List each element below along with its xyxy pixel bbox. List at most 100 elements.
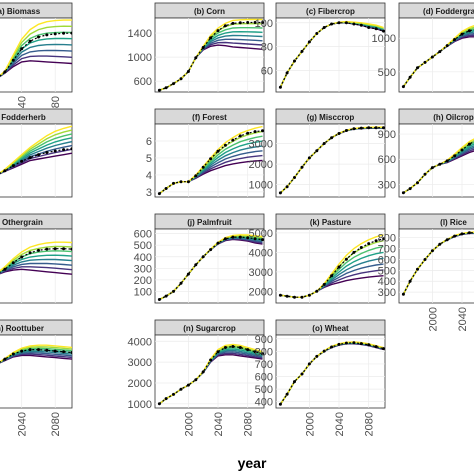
reference-point — [216, 149, 220, 153]
reference-point — [382, 29, 385, 33]
reference-point — [293, 380, 296, 384]
panel-title: (a) Biomass — [0, 7, 41, 16]
reference-point — [45, 348, 49, 352]
reference-point — [231, 235, 235, 239]
reference-point — [62, 247, 66, 251]
reference-point — [172, 289, 175, 293]
y-tick-label: 3 — [146, 187, 152, 199]
x-axis-label: year — [238, 455, 267, 471]
series-line — [0, 43, 72, 77]
reference-point — [285, 71, 289, 75]
series-line — [0, 258, 72, 274]
reference-point — [359, 246, 363, 249]
y-tick-label: 4 — [146, 170, 152, 182]
series-line — [0, 55, 72, 78]
y-tick-label: 1000 — [372, 33, 396, 45]
reference-point — [374, 27, 378, 31]
reference-point — [70, 351, 72, 354]
reference-point — [352, 341, 356, 345]
x-tick-label: 2080 — [243, 412, 255, 436]
reference-point — [62, 148, 66, 152]
reference-point — [216, 350, 220, 354]
reference-point — [223, 346, 227, 349]
panel-l: (l) Rice300400500600700800200020402080 — [378, 213, 474, 331]
y-tick-label: 2000 — [249, 286, 273, 298]
y-tick-label: 4000 — [128, 336, 152, 348]
reference-point — [467, 142, 471, 146]
series-line — [0, 19, 72, 77]
reference-point — [307, 362, 311, 366]
reference-point — [157, 88, 161, 92]
reference-point — [157, 192, 161, 196]
reference-point — [45, 247, 49, 251]
y-tick-label: 500 — [378, 265, 396, 277]
y-tick-label: 60 — [261, 66, 273, 78]
series-group — [278, 20, 385, 89]
panel-f: (f) Forest 3 4 5 6 — [146, 108, 265, 199]
y-tick-label: 3000 — [249, 139, 273, 151]
reference-point — [322, 349, 326, 353]
x-tick-label: 2040 — [334, 412, 346, 436]
panel-title: (g) Misccrop — [307, 113, 355, 122]
y-tick-label: 300 — [378, 287, 396, 299]
plot-area — [0, 228, 73, 304]
reference-point — [315, 354, 319, 358]
reference-point — [28, 156, 32, 160]
reference-point — [223, 24, 227, 28]
reference-point — [186, 70, 190, 73]
reference-point — [28, 348, 32, 352]
y-tick-label: 5 — [146, 153, 152, 165]
series-group — [278, 234, 385, 299]
reference-point — [352, 22, 356, 26]
reference-point — [337, 21, 341, 25]
reference-point — [231, 21, 235, 25]
reference-point — [37, 35, 40, 39]
series-line — [0, 351, 72, 364]
series-group — [157, 18, 264, 92]
reference-point — [3, 267, 7, 271]
reference-point — [460, 232, 464, 236]
reference-point — [186, 272, 190, 276]
reference-point — [209, 157, 213, 161]
reference-point — [20, 255, 24, 259]
y-tick-label: 600 — [255, 372, 273, 384]
reference-point — [423, 60, 427, 64]
reference-point — [216, 241, 220, 245]
reference-point — [45, 33, 49, 37]
reference-point — [293, 295, 296, 299]
reference-point — [194, 56, 198, 60]
reference-point — [300, 372, 304, 376]
reference-point — [253, 237, 257, 241]
x-tick-label: 2040 — [17, 412, 29, 436]
reference-point — [37, 248, 40, 252]
panel-title: (d) Foddergrass — [423, 7, 474, 16]
plot-area — [154, 17, 265, 93]
reference-point — [209, 248, 213, 252]
reference-line — [279, 22, 384, 88]
reference-point — [157, 298, 161, 301]
y-tick-label: 600 — [134, 229, 152, 241]
panel-title: (i) Othergrain — [0, 218, 43, 227]
y-tick-label: 900 — [255, 334, 273, 346]
reference-point — [179, 77, 183, 81]
reference-point — [53, 247, 57, 251]
reference-point — [53, 349, 57, 353]
panel-h: (h) Oilcrop 300 600 900 — [378, 108, 474, 198]
series-group — [401, 138, 474, 195]
reference-point — [352, 250, 356, 254]
reference-point — [278, 293, 282, 297]
panel-d: (d) Foddergrass 500 1000 — [372, 2, 474, 93]
reference-point — [430, 55, 434, 59]
y-tick-label: 400 — [134, 252, 152, 264]
y-tick-label: 600 — [134, 76, 152, 88]
panel-b: (b) Corn 600 1000 1400 — [128, 2, 265, 93]
reference-point — [453, 234, 457, 238]
reference-point — [3, 357, 7, 361]
panel-title: (m) Roottuber — [0, 324, 44, 333]
reference-point — [246, 236, 250, 240]
reference-point — [216, 29, 220, 33]
reference-point — [201, 370, 205, 374]
y-tick-label: 300 — [378, 179, 396, 191]
series-line — [0, 125, 72, 174]
y-tick-label: 700 — [255, 359, 273, 371]
